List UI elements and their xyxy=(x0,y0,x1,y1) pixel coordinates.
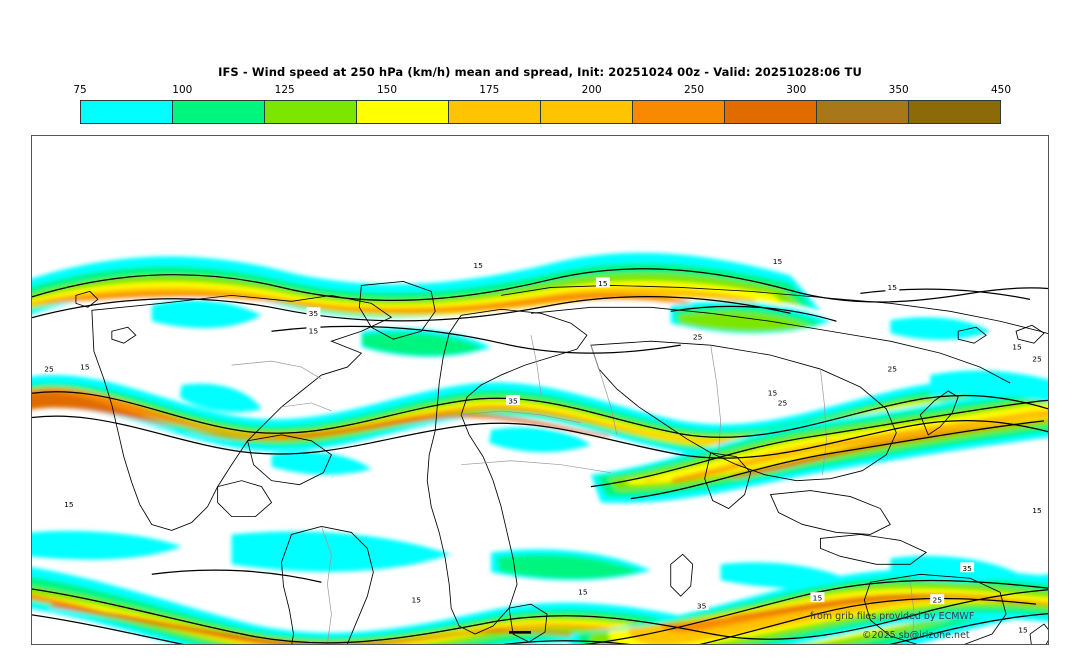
svg-text:15: 15 xyxy=(888,283,898,292)
svg-text:15: 15 xyxy=(1012,343,1022,352)
svg-text:25: 25 xyxy=(44,365,54,374)
svg-text:15: 15 xyxy=(80,363,90,372)
svg-text:15: 15 xyxy=(1032,506,1042,515)
country-borders xyxy=(231,335,915,644)
svg-text:15: 15 xyxy=(598,279,608,288)
contour-labels: 15 15 15 15 15 25 15 35 35 15 15 25 15 2… xyxy=(41,255,1045,635)
svg-text:25: 25 xyxy=(1032,355,1042,364)
svg-text:15: 15 xyxy=(813,594,823,603)
map-canvas: 15 15 15 15 15 25 15 35 35 15 15 25 15 2… xyxy=(32,136,1048,644)
spread-contours xyxy=(32,268,1048,644)
coastlines xyxy=(75,280,1048,644)
colorbar-tick-200: 200 xyxy=(581,84,602,96)
colorbar-tick-175: 175 xyxy=(479,84,500,96)
svg-text:15: 15 xyxy=(1018,626,1028,635)
colorbar-band-300-350 xyxy=(725,101,817,123)
svg-text:15: 15 xyxy=(309,327,319,336)
svg-text:35: 35 xyxy=(508,396,518,405)
map-panel[interactable]: 15 15 15 15 15 25 15 35 35 15 15 25 15 2… xyxy=(31,135,1049,645)
colorbar-band-150-175 xyxy=(357,101,449,123)
colorbar-tick-350: 350 xyxy=(888,84,909,96)
svg-text:15: 15 xyxy=(473,261,483,270)
colorbar-tick-75: 75 xyxy=(73,84,87,96)
svg-text:35: 35 xyxy=(697,602,707,611)
colorbar-tick-150: 150 xyxy=(376,84,398,96)
jet-southern-ocean-a xyxy=(32,567,1048,644)
svg-text:15: 15 xyxy=(578,588,588,597)
colorbar-band-350-400 xyxy=(817,101,909,123)
colorbar-band-175-200 xyxy=(449,101,541,123)
svg-text:15: 15 xyxy=(411,596,421,605)
svg-text:35: 35 xyxy=(309,309,319,318)
colorbar-tick-125: 125 xyxy=(274,84,295,96)
svg-text:25: 25 xyxy=(778,398,788,407)
svg-text:25: 25 xyxy=(693,333,703,342)
colorbar: 75 100 125 150 175 200 250 300 350 450 xyxy=(73,84,1011,124)
colorbar-tick-100: 100 xyxy=(172,84,193,96)
colorbar-band-250-300 xyxy=(633,101,725,123)
svg-text:25: 25 xyxy=(888,365,898,374)
page-title: IFS - Wind speed at 250 hPa (km/h) mean … xyxy=(218,65,862,79)
svg-text:25: 25 xyxy=(932,596,942,605)
data-source-credit: from grib files provided by ECMWF xyxy=(810,611,975,622)
colorbar-tick-250: 250 xyxy=(683,84,705,96)
colorbar-band-75-100 xyxy=(81,101,173,123)
svg-text:15: 15 xyxy=(773,257,783,266)
colorbar-band-200-250 xyxy=(541,101,633,123)
colorbar-bands xyxy=(80,100,1001,124)
colorbar-band-100-125 xyxy=(173,101,265,123)
svg-text:35: 35 xyxy=(962,564,972,573)
colorbar-band-125-150 xyxy=(265,101,357,123)
colorbar-tick-450: 450 xyxy=(990,84,1012,96)
colorbar-tick-labels: 75 100 125 150 175 200 250 300 350 450 xyxy=(73,84,1011,99)
copyright-credit: ©2025 sb@irizone.net xyxy=(862,630,970,641)
scale-bar xyxy=(509,631,532,634)
colorbar-band-400-450 xyxy=(909,101,1000,123)
svg-text:15: 15 xyxy=(768,388,778,397)
svg-text:15: 15 xyxy=(64,500,74,509)
sh-pacific-patches xyxy=(32,530,1021,588)
colorbar-tick-300: 300 xyxy=(786,84,807,96)
